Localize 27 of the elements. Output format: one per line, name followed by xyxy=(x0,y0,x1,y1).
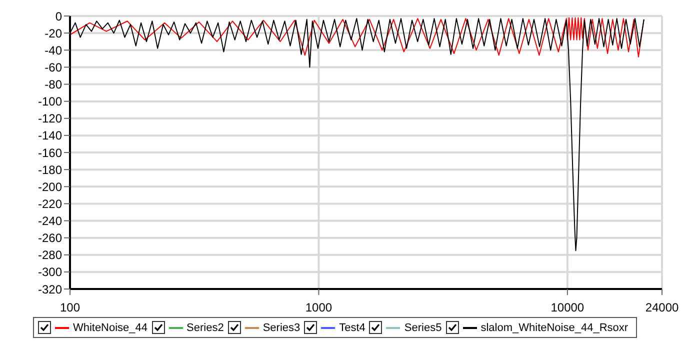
y-tick-label: -120 xyxy=(38,112,62,126)
legend-label: Test4 xyxy=(339,322,366,334)
legend-label: Series2 xyxy=(186,322,224,334)
y-tick-label: -160 xyxy=(38,146,62,160)
y-tick-label: -40 xyxy=(44,43,62,58)
legend-label: Series5 xyxy=(404,322,442,334)
x-tick-label: 24000 xyxy=(645,300,680,315)
y-tick-label: -240 xyxy=(38,214,62,228)
y-tick-label: -80 xyxy=(44,78,62,92)
x-tick-label: 10000 xyxy=(550,300,584,315)
y-tick-label: -320 xyxy=(38,282,62,296)
y-tick-label: -220 xyxy=(38,196,62,211)
legend-label: slalom_WhiteNoise_44_Rsoxr xyxy=(480,322,628,334)
y-tick-label: -180 xyxy=(38,162,62,177)
y-tick-label: 0 xyxy=(55,9,62,24)
y-tick-label: -60 xyxy=(44,60,62,74)
y-tick-label: -140 xyxy=(38,128,62,143)
y-tick-label: -280 xyxy=(38,248,62,262)
y-tick-label: -200 xyxy=(38,180,62,194)
x-tick-label: 1000 xyxy=(305,300,332,315)
y-tick-label: -260 xyxy=(38,231,62,246)
x-tick-label: 100 xyxy=(60,300,80,315)
y-tick-label: -100 xyxy=(38,94,62,109)
y-tick-label: -300 xyxy=(38,265,62,280)
legend-label: WhiteNoise_44 xyxy=(72,322,148,334)
legend-label: Series3 xyxy=(262,322,300,334)
y-tick-label: -20 xyxy=(44,26,62,40)
